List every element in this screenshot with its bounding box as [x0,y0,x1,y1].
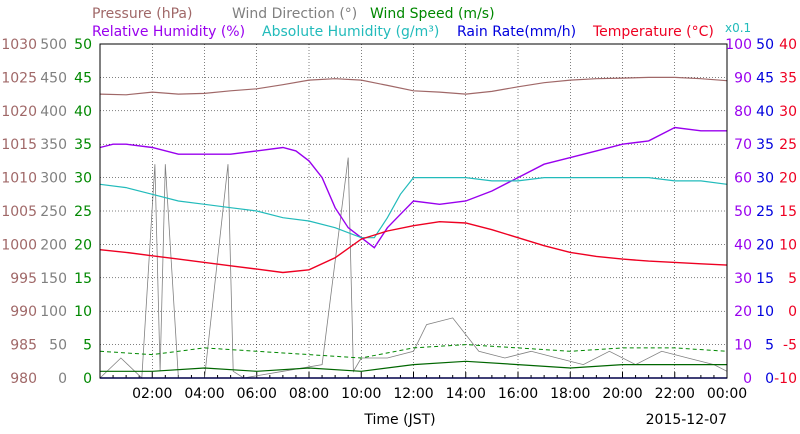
pressure-tick-label: 1025 [1,70,37,86]
x-tick-label: 22:00 [655,386,695,402]
wind_direction-tick-label: 0 [58,371,67,387]
wind_speed-tick-label: 5 [83,338,92,354]
wind_direction-tick-label: 300 [40,171,67,187]
wind_speed-tick-label: 25 [74,204,92,220]
wind_direction-tick-label: 500 [40,37,67,53]
series-pressure [99,76,728,96]
wind_speed-tick-label: 20 [74,237,92,253]
temperature-tick-label: -5 [783,338,797,354]
pressure-tick-label: 1020 [1,104,37,120]
x-tick-label: 06:00 [237,386,277,402]
legend-multiplier: x0.1 [725,21,751,35]
pressure-tick-label: 1005 [1,204,37,220]
rain-tick-label: 5 [765,338,774,354]
rain-tick-label: 45 [756,70,774,86]
humidity-tick-label: 90 [734,70,752,86]
temperature-tick-label: 0 [788,304,797,320]
wind_direction-tick-label: 400 [40,104,67,120]
temperature-tick-label: 20 [779,171,797,187]
x-tick-label: 18:00 [550,386,590,402]
humidity-tick-label: 50 [734,204,752,220]
temperature-tick-label: 15 [779,204,797,220]
rain-tick-label: 50 [756,37,774,53]
series-abs_humidity [99,177,728,239]
x-tick-label: 16:00 [498,386,538,402]
wind_direction-tick-label: 350 [40,137,67,153]
humidity-tick-label: 0 [743,371,752,387]
humidity-tick-label: 80 [734,104,752,120]
chart-axes: 1030102510201015101010051000995990985980… [1,37,797,402]
wind_speed-tick-label: 15 [74,271,92,287]
humidity-tick-label: 20 [734,304,752,320]
legend-wind_speed: Wind Speed (m/s) [370,6,495,22]
pressure-tick-label: 990 [10,304,37,320]
series-temperature [99,220,728,274]
plot-frame [99,43,728,379]
chart-date: 2015-12-07 [646,412,727,428]
legend-rain: Rain Rate(mm/h) [457,24,576,40]
legend-abs_humidity: Absolute Humidity (g/m³) [262,24,439,40]
wind_direction-tick-label: 200 [40,237,67,253]
humidity-tick-label: 70 [734,137,752,153]
humidity-tick-label: 100 [725,37,752,53]
wind_speed-tick-label: 0 [83,371,92,387]
legend-pressure: Pressure (hPa) [92,6,192,22]
x-tick-label: 08:00 [289,386,329,402]
legend-humidity: Relative Humidity (%) [92,24,245,40]
wind_speed-tick-label: 40 [74,104,92,120]
x-tick-label: 00:00 [707,386,747,402]
chart-legend: Pressure (hPa) Wind Direction (°) Wind Spe… [92,6,751,40]
wind_direction-tick-label: 50 [49,338,67,354]
temperature-tick-label: 25 [779,137,797,153]
x-tick-label: 12:00 [393,386,433,402]
wind_direction-tick-label: 450 [40,70,67,86]
x-tick-label: 04:00 [184,386,224,402]
wind_direction-tick-label: 100 [40,304,67,320]
pressure-tick-label: 980 [10,371,37,387]
legend-wind_direction: Wind Direction (°) [232,6,357,22]
pressure-tick-label: 1010 [1,171,37,187]
wind_speed-tick-label: 30 [74,171,92,187]
wind_speed-tick-label: 50 [74,37,92,53]
wind_direction-tick-label: 150 [40,271,67,287]
series-wind_speed_gust [99,344,728,359]
x-axis-label: Time (JST) [363,412,435,428]
temperature-tick-label: 30 [779,104,797,120]
rain-tick-label: 40 [756,104,774,120]
wind_speed-tick-label: 45 [74,70,92,86]
temperature-tick-label: 35 [779,70,797,86]
humidity-tick-label: 30 [734,271,752,287]
pressure-tick-label: 985 [10,338,37,354]
x-tick-label: 02:00 [132,386,172,402]
wind_direction-tick-label: 250 [40,204,67,220]
legend-temperature: Temperature (°C) [592,24,714,40]
rain-tick-label: 35 [756,137,774,153]
pressure-tick-label: 1015 [1,137,37,153]
rain-tick-label: 15 [756,271,774,287]
rain-tick-label: 25 [756,204,774,220]
wind_speed-tick-label: 35 [74,137,92,153]
rain-tick-label: 10 [756,304,774,320]
humidity-tick-label: 10 [734,338,752,354]
humidity-tick-label: 40 [734,237,752,253]
pressure-tick-label: 1000 [1,237,37,253]
x-tick-label: 14:00 [446,386,486,402]
humidity-tick-label: 60 [734,171,752,187]
rain-tick-label: 0 [765,371,774,387]
rain-tick-label: 30 [756,171,774,187]
series-wind_speed [100,360,727,372]
series-humidity [99,126,727,249]
temperature-tick-label: 10 [779,237,797,253]
x-tick-label: 10:00 [341,386,381,402]
wind_speed-tick-label: 10 [74,304,92,320]
temperature-tick-label: 40 [779,37,797,53]
temperature-tick-label: -10 [774,371,797,387]
pressure-tick-label: 1030 [1,37,37,53]
temperature-tick-label: 5 [788,271,797,287]
x-tick-label: 20:00 [602,386,642,402]
pressure-tick-label: 995 [10,271,37,287]
rain-tick-label: 20 [756,237,774,253]
